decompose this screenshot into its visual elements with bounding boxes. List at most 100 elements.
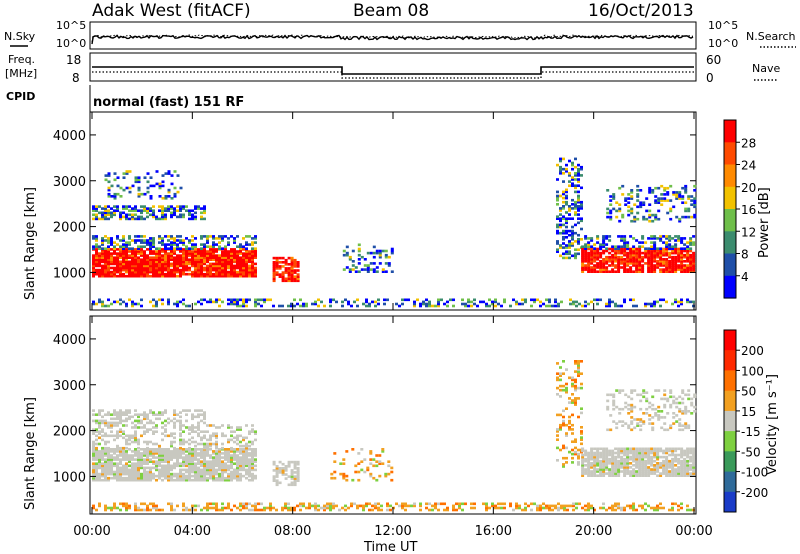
data-cell: [227, 504, 230, 508]
data-cell: [104, 452, 107, 455]
data-cell: [497, 506, 500, 510]
data-cell: [647, 258, 651, 261]
data-cell: [116, 444, 119, 448]
data-cell: [565, 219, 568, 223]
data-cell: [693, 393, 697, 397]
data-cell: [571, 184, 574, 187]
data-cell: [215, 464, 218, 468]
data-cell: [197, 413, 200, 416]
data-cell: [660, 203, 664, 206]
data-cell: [686, 258, 690, 261]
data-cell: [143, 268, 146, 272]
data-cell: [230, 248, 233, 251]
data-cell: [227, 440, 230, 444]
data-cell: [206, 430, 209, 433]
data-cell: [167, 262, 170, 266]
data-cell: [245, 504, 248, 508]
data-cell: [92, 264, 95, 268]
data-cell: [632, 251, 636, 255]
data-cell: [574, 403, 577, 406]
data-cell: [110, 450, 113, 453]
data-cell: [632, 260, 636, 263]
data-cell: [155, 264, 158, 268]
data-cell: [203, 260, 206, 264]
data-cell: [431, 304, 434, 308]
data-cell: [626, 247, 630, 250]
data-cell: [365, 504, 368, 508]
data-cell: [278, 267, 282, 270]
data-cell: [203, 243, 206, 246]
data-cell: [638, 455, 642, 459]
data-cell: [194, 478, 197, 482]
data-cell: [191, 456, 194, 459]
data-cell: [581, 245, 585, 248]
data-cell: [602, 502, 605, 506]
data-cell: [660, 397, 664, 401]
data-cell: [659, 447, 663, 451]
data-cell: [638, 249, 642, 253]
data-cell: [164, 252, 167, 255]
data-cell: [224, 268, 227, 272]
data-cell: [248, 258, 251, 261]
data-cell: [672, 399, 676, 403]
data-cell: [209, 268, 212, 272]
data-cell: [641, 447, 645, 451]
data-cell: [605, 462, 609, 465]
data-cell: [155, 452, 158, 455]
data-cell: [101, 215, 104, 219]
data-cell: [200, 462, 203, 465]
data-cell: [248, 440, 251, 444]
data-cell: [152, 252, 155, 255]
data-cell: [668, 464, 672, 467]
data-cell: [107, 462, 110, 465]
data-cell: [357, 262, 361, 265]
data-cell: [119, 270, 122, 274]
data-cell: [206, 452, 209, 455]
data-cell: [627, 426, 631, 430]
data-cell: [254, 474, 257, 478]
data-cell: [110, 260, 113, 264]
data-cell: [683, 468, 687, 471]
data-cell: [599, 245, 603, 248]
data-cell: [642, 420, 646, 423]
data-cell: [681, 201, 685, 204]
data-cell: [332, 298, 335, 302]
data-cell: [599, 451, 603, 455]
data-cell: [107, 298, 110, 302]
data-cell: [137, 176, 141, 179]
data-cell: [113, 421, 116, 425]
data-cell: [524, 300, 527, 304]
data-cell: [233, 452, 236, 455]
data-cell: [671, 249, 675, 253]
data-cell: [677, 508, 680, 512]
data-cell: [584, 251, 588, 255]
data-cell: [92, 237, 95, 240]
data-cell: [164, 172, 168, 175]
data-cell: [116, 252, 119, 255]
data-cell: [675, 197, 679, 200]
data-cell: [176, 209, 179, 212]
data-cell: [602, 262, 606, 265]
data-cell: [623, 459, 627, 463]
data-cell: [170, 250, 173, 253]
data-cell: [107, 411, 110, 414]
data-cell: [290, 460, 294, 464]
data-cell: [683, 249, 687, 253]
data-cell: [593, 457, 597, 461]
data-cell: [641, 255, 645, 259]
data-cell: [95, 454, 98, 457]
data-cell: [680, 453, 684, 457]
data-cell: [686, 249, 690, 253]
data-cell: [242, 458, 245, 461]
data-cell: [556, 386, 559, 390]
data-cell: [140, 508, 143, 512]
data-cell: [158, 476, 161, 480]
data-cell: [587, 464, 591, 467]
data-cell: [200, 215, 203, 219]
data-cell: [580, 165, 583, 169]
data-cell: [236, 258, 239, 261]
data-cell: [626, 255, 630, 259]
data-cell: [683, 255, 687, 259]
data-cell: [209, 250, 212, 253]
data-cell: [455, 508, 458, 512]
